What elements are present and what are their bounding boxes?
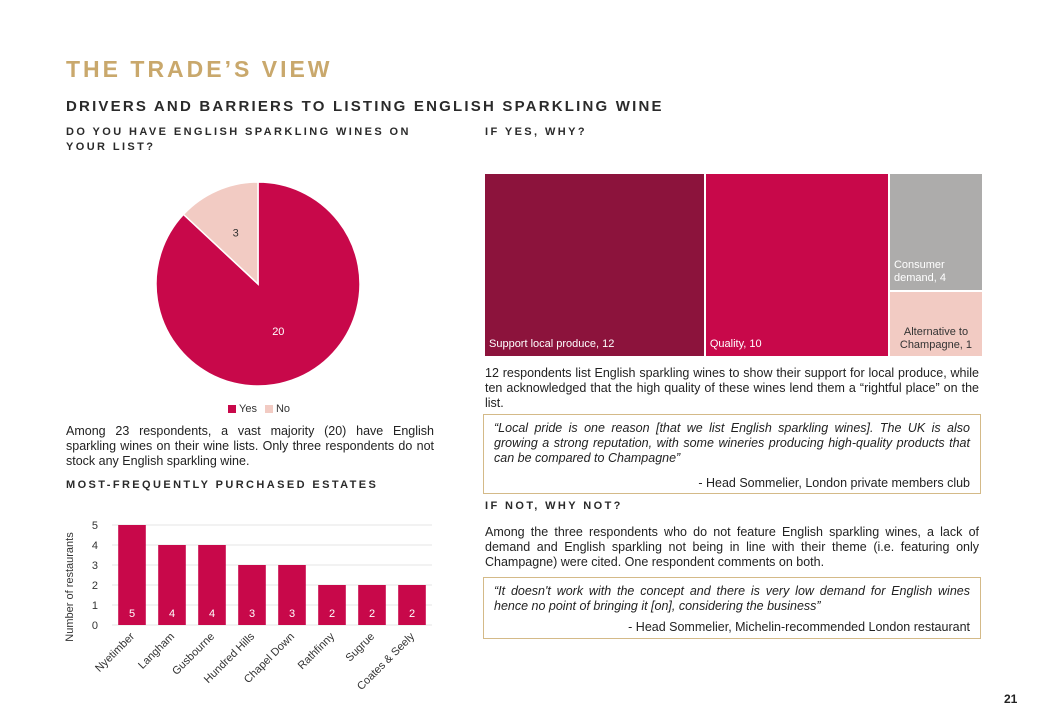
- quote-1-text: “Local pride is one reason [that we list…: [494, 421, 970, 465]
- bar-data-label: 5: [129, 608, 135, 620]
- why-not-paragraph: Among the three respondents who do not f…: [485, 525, 979, 569]
- pie-slice-no: [182, 181, 259, 286]
- y-tick-label: 2: [92, 580, 98, 592]
- legend-item-no: No: [264, 403, 291, 415]
- pie-svg: 20 3: [155, 181, 361, 387]
- x-tick-label: Sugrue: [344, 631, 378, 665]
- bar-data-label: 2: [369, 608, 375, 620]
- bar-svg: 0 1 2 3 4 5 Number of restaurants 5 Nyetimber 4 La…: [64, 520, 432, 693]
- question-if-not-label: IF NOT, WHY NOT?: [485, 500, 623, 512]
- y-tick-label: 3: [92, 560, 98, 572]
- page-title: THE TRADE’S VIEW: [66, 56, 333, 82]
- bar-data-label: 4: [169, 608, 175, 620]
- pie-data-label: 20: [272, 326, 284, 338]
- bar-data-label: 2: [409, 608, 415, 620]
- question-have-list-label: DO YOU HAVE ENGLISH SPARKLING WINES ON Y…: [66, 126, 411, 153]
- legend-label-no: No: [275, 403, 291, 415]
- reasons-treemap: Support local produce, 12 Quality, 10 Cons…: [485, 174, 982, 356]
- y-axis-label: Number of restaurants: [64, 532, 76, 642]
- pie-slice-yes: [155, 181, 361, 387]
- bar-3: [238, 565, 266, 625]
- treemap-label: Consumer demand, 4: [893, 259, 946, 285]
- x-tick-label: Rathfinny: [296, 630, 338, 672]
- estates-label: MOST-FREQUENTLY PURCHASED ESTATES: [66, 479, 379, 491]
- bar-5: [318, 585, 346, 625]
- estates-bar-chart: 0 1 2 3 4 5 Number of restaurants 5 Nyetimber 4 La…: [60, 510, 440, 720]
- legend-label-yes: Yes: [239, 403, 257, 415]
- treemap-cell-alternative-to-champagne: Alternative to Champagne, 1: [889, 292, 982, 356]
- bar-data-label: 4: [209, 608, 215, 620]
- quote-box-2: “It doesn't work with the concept and th…: [483, 577, 981, 639]
- legend-swatch-yes: [228, 405, 236, 413]
- bar-0: [118, 525, 146, 625]
- listing-paragraph: Among 23 respondents, a vast majority (2…: [66, 424, 434, 468]
- question-if-yes-label: IF YES, WHY?: [485, 126, 587, 138]
- treemap-label: Quality, 10: [709, 338, 762, 350]
- legend-item-yes: Yes: [228, 403, 257, 415]
- y-tick-label: 1: [92, 600, 98, 612]
- quote-box-1: “Local pride is one reason [that we list…: [483, 414, 981, 494]
- quote-1-attribution: - Head Sommelier, London private members…: [698, 476, 970, 490]
- section-title: DRIVERS AND BARRIERS TO LISTING ENGLISH …: [66, 98, 664, 115]
- treemap-label: Support local produce, 12: [489, 338, 615, 350]
- why-paragraph: 12 respondents list English sparkling wi…: [485, 366, 979, 410]
- bar-2: [198, 545, 226, 625]
- y-tick-label: 0: [92, 620, 98, 632]
- bar-data-label: 3: [249, 608, 255, 620]
- bar-data-label: 2: [329, 608, 335, 620]
- legend-swatch-no: [264, 405, 273, 413]
- bar-data-label: 3: [289, 608, 295, 620]
- bar-1: [158, 545, 186, 625]
- treemap-cell-quality: Quality, 10: [705, 174, 888, 356]
- quote-2-attribution: - Head Sommelier, Michelin-recommended L…: [628, 620, 970, 634]
- pie-legend: Yes No: [228, 403, 290, 415]
- y-tick-label: 4: [92, 540, 98, 552]
- bar-4: [278, 565, 306, 625]
- bar-6: [358, 585, 386, 625]
- listing-pie-chart: 20 3: [150, 176, 366, 392]
- page-number: 21: [1004, 692, 1018, 706]
- pie-data-label: 3: [233, 228, 239, 240]
- y-tick-label: 5: [92, 520, 98, 532]
- quote-2-text: “It doesn't work with the concept and th…: [494, 584, 970, 613]
- x-tick-label: Nyetimber: [93, 630, 137, 674]
- treemap-label: Alternative to Champagne, 1: [899, 325, 973, 351]
- treemap-cell-consumer-demand: Consumer demand, 4: [889, 174, 982, 291]
- bar-7: [398, 585, 426, 625]
- treemap-cell-support-local-produce: Support local produce, 12: [485, 174, 704, 356]
- x-tick-label: Langham: [136, 631, 177, 672]
